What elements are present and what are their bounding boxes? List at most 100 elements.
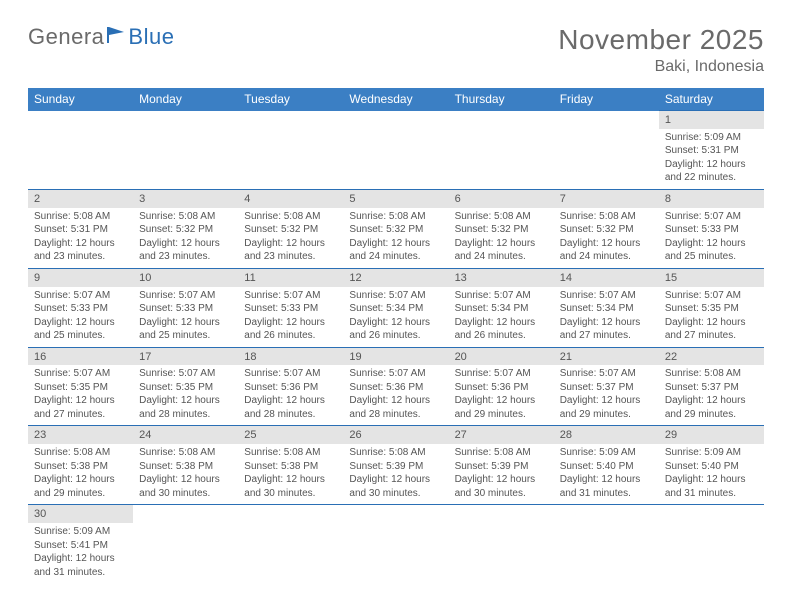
day-info-cell	[133, 523, 238, 583]
day-header-row: Sunday Monday Tuesday Wednesday Thursday…	[28, 88, 764, 111]
day-info-cell: Sunrise: 5:07 AMSunset: 5:33 PMDaylight:…	[238, 287, 343, 348]
day-info-line: Daylight: 12 hours	[139, 316, 232, 330]
day-info-line: Sunrise: 5:08 AM	[244, 446, 337, 460]
day-info-cell: Sunrise: 5:08 AMSunset: 5:39 PMDaylight:…	[449, 444, 554, 505]
day-info-line: Sunrise: 5:07 AM	[665, 289, 758, 303]
day-info-line: Sunset: 5:37 PM	[665, 381, 758, 395]
day-info-line: and 24 minutes.	[455, 250, 548, 264]
col-saturday: Saturday	[659, 88, 764, 111]
page-title: November 2025	[558, 24, 764, 56]
day-info-cell: Sunrise: 5:08 AMSunset: 5:39 PMDaylight:…	[343, 444, 448, 505]
day-info-line: and 28 minutes.	[139, 408, 232, 422]
day-number-cell: 22	[659, 347, 764, 365]
day-info-line: and 26 minutes.	[244, 329, 337, 343]
day-info-line: Sunrise: 5:07 AM	[455, 289, 548, 303]
day-info-line: and 23 minutes.	[244, 250, 337, 264]
col-wednesday: Wednesday	[343, 88, 448, 111]
day-info-line: Daylight: 12 hours	[349, 316, 442, 330]
day-info-line: Sunrise: 5:07 AM	[34, 367, 127, 381]
day-number-cell: 28	[554, 426, 659, 444]
day-number-cell: 1	[659, 111, 764, 129]
day-info-cell: Sunrise: 5:07 AMSunset: 5:35 PMDaylight:…	[28, 365, 133, 426]
day-info-line: Sunset: 5:39 PM	[349, 460, 442, 474]
day-info-line: Sunrise: 5:07 AM	[139, 367, 232, 381]
day-info-cell	[133, 129, 238, 190]
col-sunday: Sunday	[28, 88, 133, 111]
day-number-cell: 25	[238, 426, 343, 444]
day-number-cell: 12	[343, 268, 448, 286]
week-number-row: 23242526272829	[28, 426, 764, 444]
week-number-row: 30	[28, 505, 764, 523]
day-info-line: and 27 minutes.	[560, 329, 653, 343]
day-info-cell	[238, 523, 343, 583]
day-number-cell	[133, 505, 238, 523]
day-info-cell	[449, 129, 554, 190]
day-info-line: and 28 minutes.	[349, 408, 442, 422]
day-number-cell: 3	[133, 189, 238, 207]
day-info-cell: Sunrise: 5:07 AMSunset: 5:34 PMDaylight:…	[343, 287, 448, 348]
day-info-line: Sunrise: 5:08 AM	[560, 210, 653, 224]
day-info-cell: Sunrise: 5:07 AMSunset: 5:33 PMDaylight:…	[28, 287, 133, 348]
day-info-line: Sunrise: 5:08 AM	[455, 210, 548, 224]
day-info-line: and 30 minutes.	[455, 487, 548, 501]
day-info-line: Sunrise: 5:09 AM	[560, 446, 653, 460]
logo-text-1: Genera	[28, 24, 104, 50]
day-info-cell	[343, 523, 448, 583]
day-number-cell: 29	[659, 426, 764, 444]
day-info-cell	[554, 523, 659, 583]
day-info-cell: Sunrise: 5:07 AMSunset: 5:35 PMDaylight:…	[659, 287, 764, 348]
day-info-line: Daylight: 12 hours	[244, 394, 337, 408]
day-number-cell	[133, 111, 238, 129]
day-info-cell: Sunrise: 5:07 AMSunset: 5:33 PMDaylight:…	[133, 287, 238, 348]
day-number-cell: 30	[28, 505, 133, 523]
day-info-line: and 27 minutes.	[34, 408, 127, 422]
day-info-line: Daylight: 12 hours	[665, 316, 758, 330]
day-info-cell: Sunrise: 5:08 AMSunset: 5:32 PMDaylight:…	[238, 208, 343, 269]
day-info-cell	[554, 129, 659, 190]
day-info-line: and 26 minutes.	[349, 329, 442, 343]
day-info-line: Daylight: 12 hours	[139, 394, 232, 408]
calendar-table: Sunday Monday Tuesday Wednesday Thursday…	[28, 88, 764, 583]
day-number-cell: 14	[554, 268, 659, 286]
day-info-line: Sunset: 5:35 PM	[665, 302, 758, 316]
day-info-line: Sunset: 5:41 PM	[34, 539, 127, 553]
col-tuesday: Tuesday	[238, 88, 343, 111]
day-info-line: and 23 minutes.	[34, 250, 127, 264]
day-info-cell	[28, 129, 133, 190]
day-number-cell: 20	[449, 347, 554, 365]
day-number-cell: 15	[659, 268, 764, 286]
day-info-line: Daylight: 12 hours	[139, 237, 232, 251]
day-info-line: Sunset: 5:31 PM	[665, 144, 758, 158]
day-info-line: Sunrise: 5:08 AM	[139, 446, 232, 460]
day-info-line: Sunset: 5:33 PM	[139, 302, 232, 316]
day-info-cell: Sunrise: 5:08 AMSunset: 5:38 PMDaylight:…	[28, 444, 133, 505]
day-info-line: Daylight: 12 hours	[560, 394, 653, 408]
day-info-line: Sunset: 5:32 PM	[349, 223, 442, 237]
col-friday: Friday	[554, 88, 659, 111]
day-info-cell: Sunrise: 5:08 AMSunset: 5:37 PMDaylight:…	[659, 365, 764, 426]
day-info-line: and 29 minutes.	[560, 408, 653, 422]
day-info-line: Sunrise: 5:07 AM	[244, 367, 337, 381]
day-info-cell: Sunrise: 5:07 AMSunset: 5:36 PMDaylight:…	[449, 365, 554, 426]
day-info-line: Sunset: 5:34 PM	[560, 302, 653, 316]
day-info-line: Sunset: 5:31 PM	[34, 223, 127, 237]
day-info-cell	[343, 129, 448, 190]
day-number-cell: 21	[554, 347, 659, 365]
day-info-line: Sunset: 5:33 PM	[244, 302, 337, 316]
day-number-cell: 4	[238, 189, 343, 207]
day-info-line: Sunset: 5:38 PM	[34, 460, 127, 474]
day-info-line: Sunrise: 5:08 AM	[349, 210, 442, 224]
day-info-line: Daylight: 12 hours	[34, 316, 127, 330]
col-thursday: Thursday	[449, 88, 554, 111]
day-info-cell: Sunrise: 5:07 AMSunset: 5:36 PMDaylight:…	[343, 365, 448, 426]
day-info-cell: Sunrise: 5:08 AMSunset: 5:32 PMDaylight:…	[554, 208, 659, 269]
day-info-line: and 30 minutes.	[244, 487, 337, 501]
day-info-line: Daylight: 12 hours	[665, 158, 758, 172]
day-info-line: Sunset: 5:38 PM	[139, 460, 232, 474]
day-info-line: and 29 minutes.	[455, 408, 548, 422]
day-info-line: Sunrise: 5:07 AM	[244, 289, 337, 303]
day-info-line: Sunset: 5:37 PM	[560, 381, 653, 395]
day-info-line: Sunrise: 5:09 AM	[665, 446, 758, 460]
day-number-cell: 10	[133, 268, 238, 286]
day-number-cell	[449, 505, 554, 523]
